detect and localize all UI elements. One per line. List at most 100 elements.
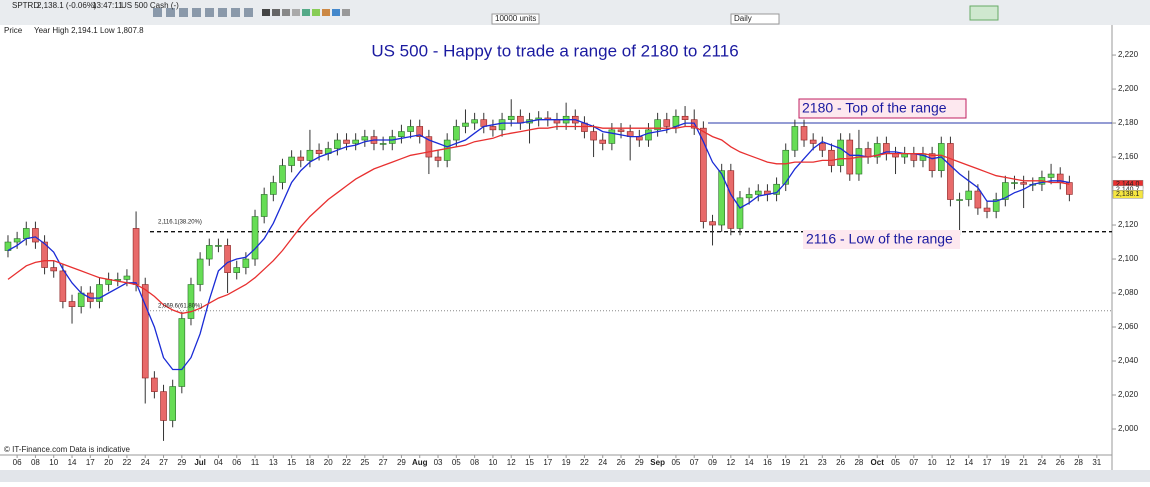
candle-body (96, 284, 103, 302)
candle-body (224, 245, 231, 273)
x-tick-label: 05 (671, 458, 680, 467)
candle-body (700, 127, 707, 222)
candle-body (1002, 182, 1009, 200)
moving-average (7, 125, 1070, 315)
x-tick-label: 28 (1074, 458, 1083, 467)
candle-body (910, 153, 918, 161)
candle-body (873, 143, 881, 158)
x-tick-label: 06 (13, 458, 22, 467)
y-tick-label: 2,120 (1118, 220, 1139, 229)
candle-body (709, 221, 716, 226)
interval-select[interactable] (730, 13, 780, 25)
x-tick-label: 20 (324, 458, 333, 467)
candle-body (654, 119, 661, 131)
scrollbar[interactable] (0, 470, 1150, 482)
units-select[interactable] (491, 13, 540, 25)
candle-body (141, 284, 149, 379)
x-tick-label: 22 (342, 458, 351, 467)
y-tick-label: 2,000 (1118, 424, 1139, 433)
candle-body (187, 284, 195, 319)
candle-body (489, 126, 497, 131)
fib-label: 2,116.1(38.20%) (158, 220, 202, 226)
candle-body (132, 228, 140, 285)
x-tick-label: 10 (49, 458, 58, 467)
x-tick-label: 19 (1001, 458, 1010, 467)
x-tick-label: 15 (287, 458, 296, 467)
candle-body (846, 139, 854, 175)
y-tick-label: 2,040 (1118, 356, 1139, 365)
x-tick-label: 26 (617, 458, 626, 467)
x-tick-label: 07 (690, 458, 699, 467)
candle-body (407, 126, 414, 132)
x-tick-label: 05 (452, 458, 461, 467)
x-tick-label: 29 (635, 458, 644, 467)
x-tick-label: 12 (946, 458, 955, 467)
candle-body (123, 275, 131, 280)
x-tick-label: 06 (232, 458, 241, 467)
x-tick-label: 19 (562, 458, 571, 467)
candle-body (864, 148, 872, 158)
x-tick-label: 03 (434, 458, 443, 467)
candle-body (77, 292, 85, 307)
candle-body (956, 199, 963, 201)
candle-body (416, 126, 424, 137)
candle-body (727, 170, 735, 229)
moving-average (7, 119, 1070, 371)
candle-body (343, 139, 350, 144)
x-tick-label: 10 (488, 458, 497, 467)
x-tick-label: 19 (781, 458, 790, 467)
price-label: Price (4, 26, 23, 35)
candle-body (215, 245, 222, 247)
candle-body (828, 149, 835, 166)
x-tick-label: 12 (507, 458, 516, 467)
x-tick-label: 25 (360, 458, 369, 467)
x-tick-label: 22 (580, 458, 589, 467)
candle-body (4, 241, 12, 251)
candle-body (590, 131, 597, 141)
x-tick-label: 08 (470, 458, 479, 467)
candle-body (169, 386, 176, 421)
candle-body (1011, 182, 1018, 184)
candle-body (196, 258, 204, 285)
x-tick-label: 29 (397, 458, 406, 467)
candle-body (983, 207, 991, 212)
x-tick-label: 28 (854, 458, 863, 467)
x-tick-label: 22 (122, 458, 131, 467)
x-tick-label: 14 (964, 458, 973, 467)
candle-body (663, 119, 671, 127)
candle-body (1047, 173, 1055, 178)
annotation-box (803, 230, 960, 249)
candle-body (745, 194, 753, 199)
x-tick-label: 24 (141, 458, 150, 467)
candle-body (736, 197, 744, 229)
candle-body (617, 129, 625, 132)
candle-body (462, 122, 469, 127)
candle-body (599, 139, 607, 144)
candle-body (233, 267, 241, 273)
candle-body (32, 228, 39, 243)
y-tick-label: 2,180 (1118, 118, 1139, 127)
candle-body (645, 129, 652, 141)
candle-body (800, 126, 808, 141)
candle-body (41, 241, 48, 268)
x-tick-label: 14 (68, 458, 77, 467)
candle-body (992, 199, 1000, 212)
candle-body (297, 156, 305, 161)
units[interactable]: 10000 units (495, 14, 536, 23)
fib-label: 2,069.6(61.80%) (158, 304, 202, 310)
candle-body (480, 119, 488, 127)
candle-body (315, 149, 323, 154)
x-tick-label: 11 (251, 458, 260, 467)
interval[interactable]: Daily (734, 14, 752, 23)
y-tick-label: 2,060 (1118, 322, 1139, 331)
candle-body (398, 131, 405, 137)
candle-body (471, 119, 478, 124)
candle-body (13, 238, 21, 243)
candle-body (718, 170, 725, 226)
x-tick-label: Sep (650, 458, 665, 467)
x-tick-label: 17 (543, 458, 552, 467)
x-tick-label: 04 (214, 458, 223, 467)
x-tick-label: 31 (1092, 458, 1101, 467)
x-tick-label: 13 (269, 458, 278, 467)
